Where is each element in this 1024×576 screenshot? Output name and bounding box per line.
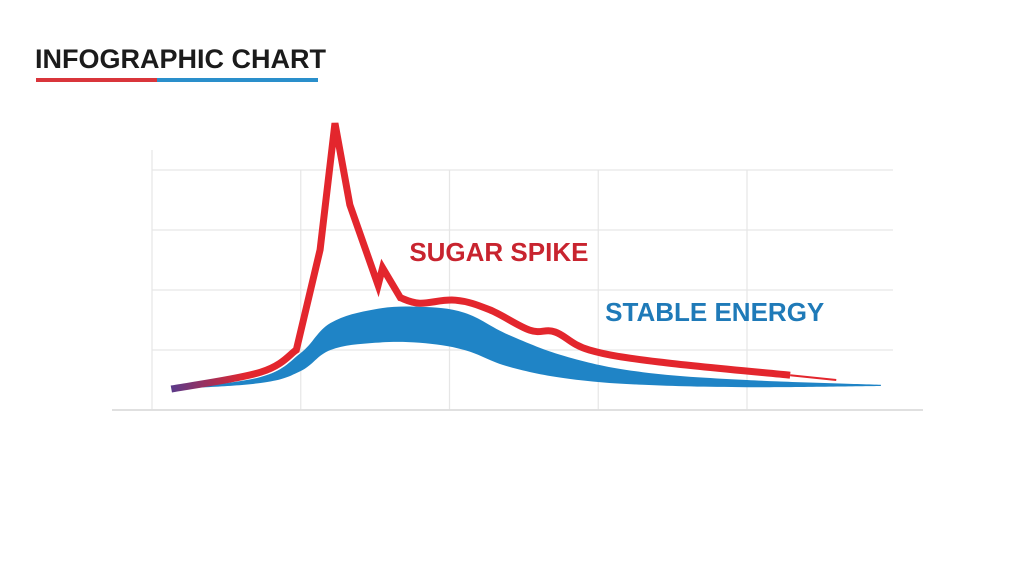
sugar-spike-line [170,122,791,393]
sugar-spike-point [349,204,350,205]
sugar-spike-point [455,300,456,301]
sugar-spike-point [659,362,660,363]
sugar-spike-point [529,330,530,331]
sugar-spike-point [171,389,172,390]
stable-energy-band [171,306,881,389]
title-underline-blue [157,78,318,82]
sugar-spike-point [296,350,297,351]
sugar-spike-point [790,375,791,376]
sugar-spike-point [320,249,321,250]
sugar-spike-point [260,372,261,373]
sugar-spike-point [589,350,590,351]
sugar-spike-point [555,332,556,333]
chart-series [170,122,881,393]
stable-energy-label: STABLE ENERGY [605,297,824,327]
sugar-spike-point [334,123,335,124]
page-title: INFOGRAPHIC CHART [35,44,326,74]
sugar-spike-label: SUGAR SPIKE [409,237,588,267]
sugar-spike-tail [790,374,837,381]
sugar-spike-point [489,309,490,310]
sugar-spike-point [419,303,420,304]
sugar-spike-point [400,297,401,298]
title-underline-red [36,78,158,82]
title-underline [36,78,318,82]
sugar-spike-point [382,267,383,268]
sugar-spike-point [378,285,379,286]
